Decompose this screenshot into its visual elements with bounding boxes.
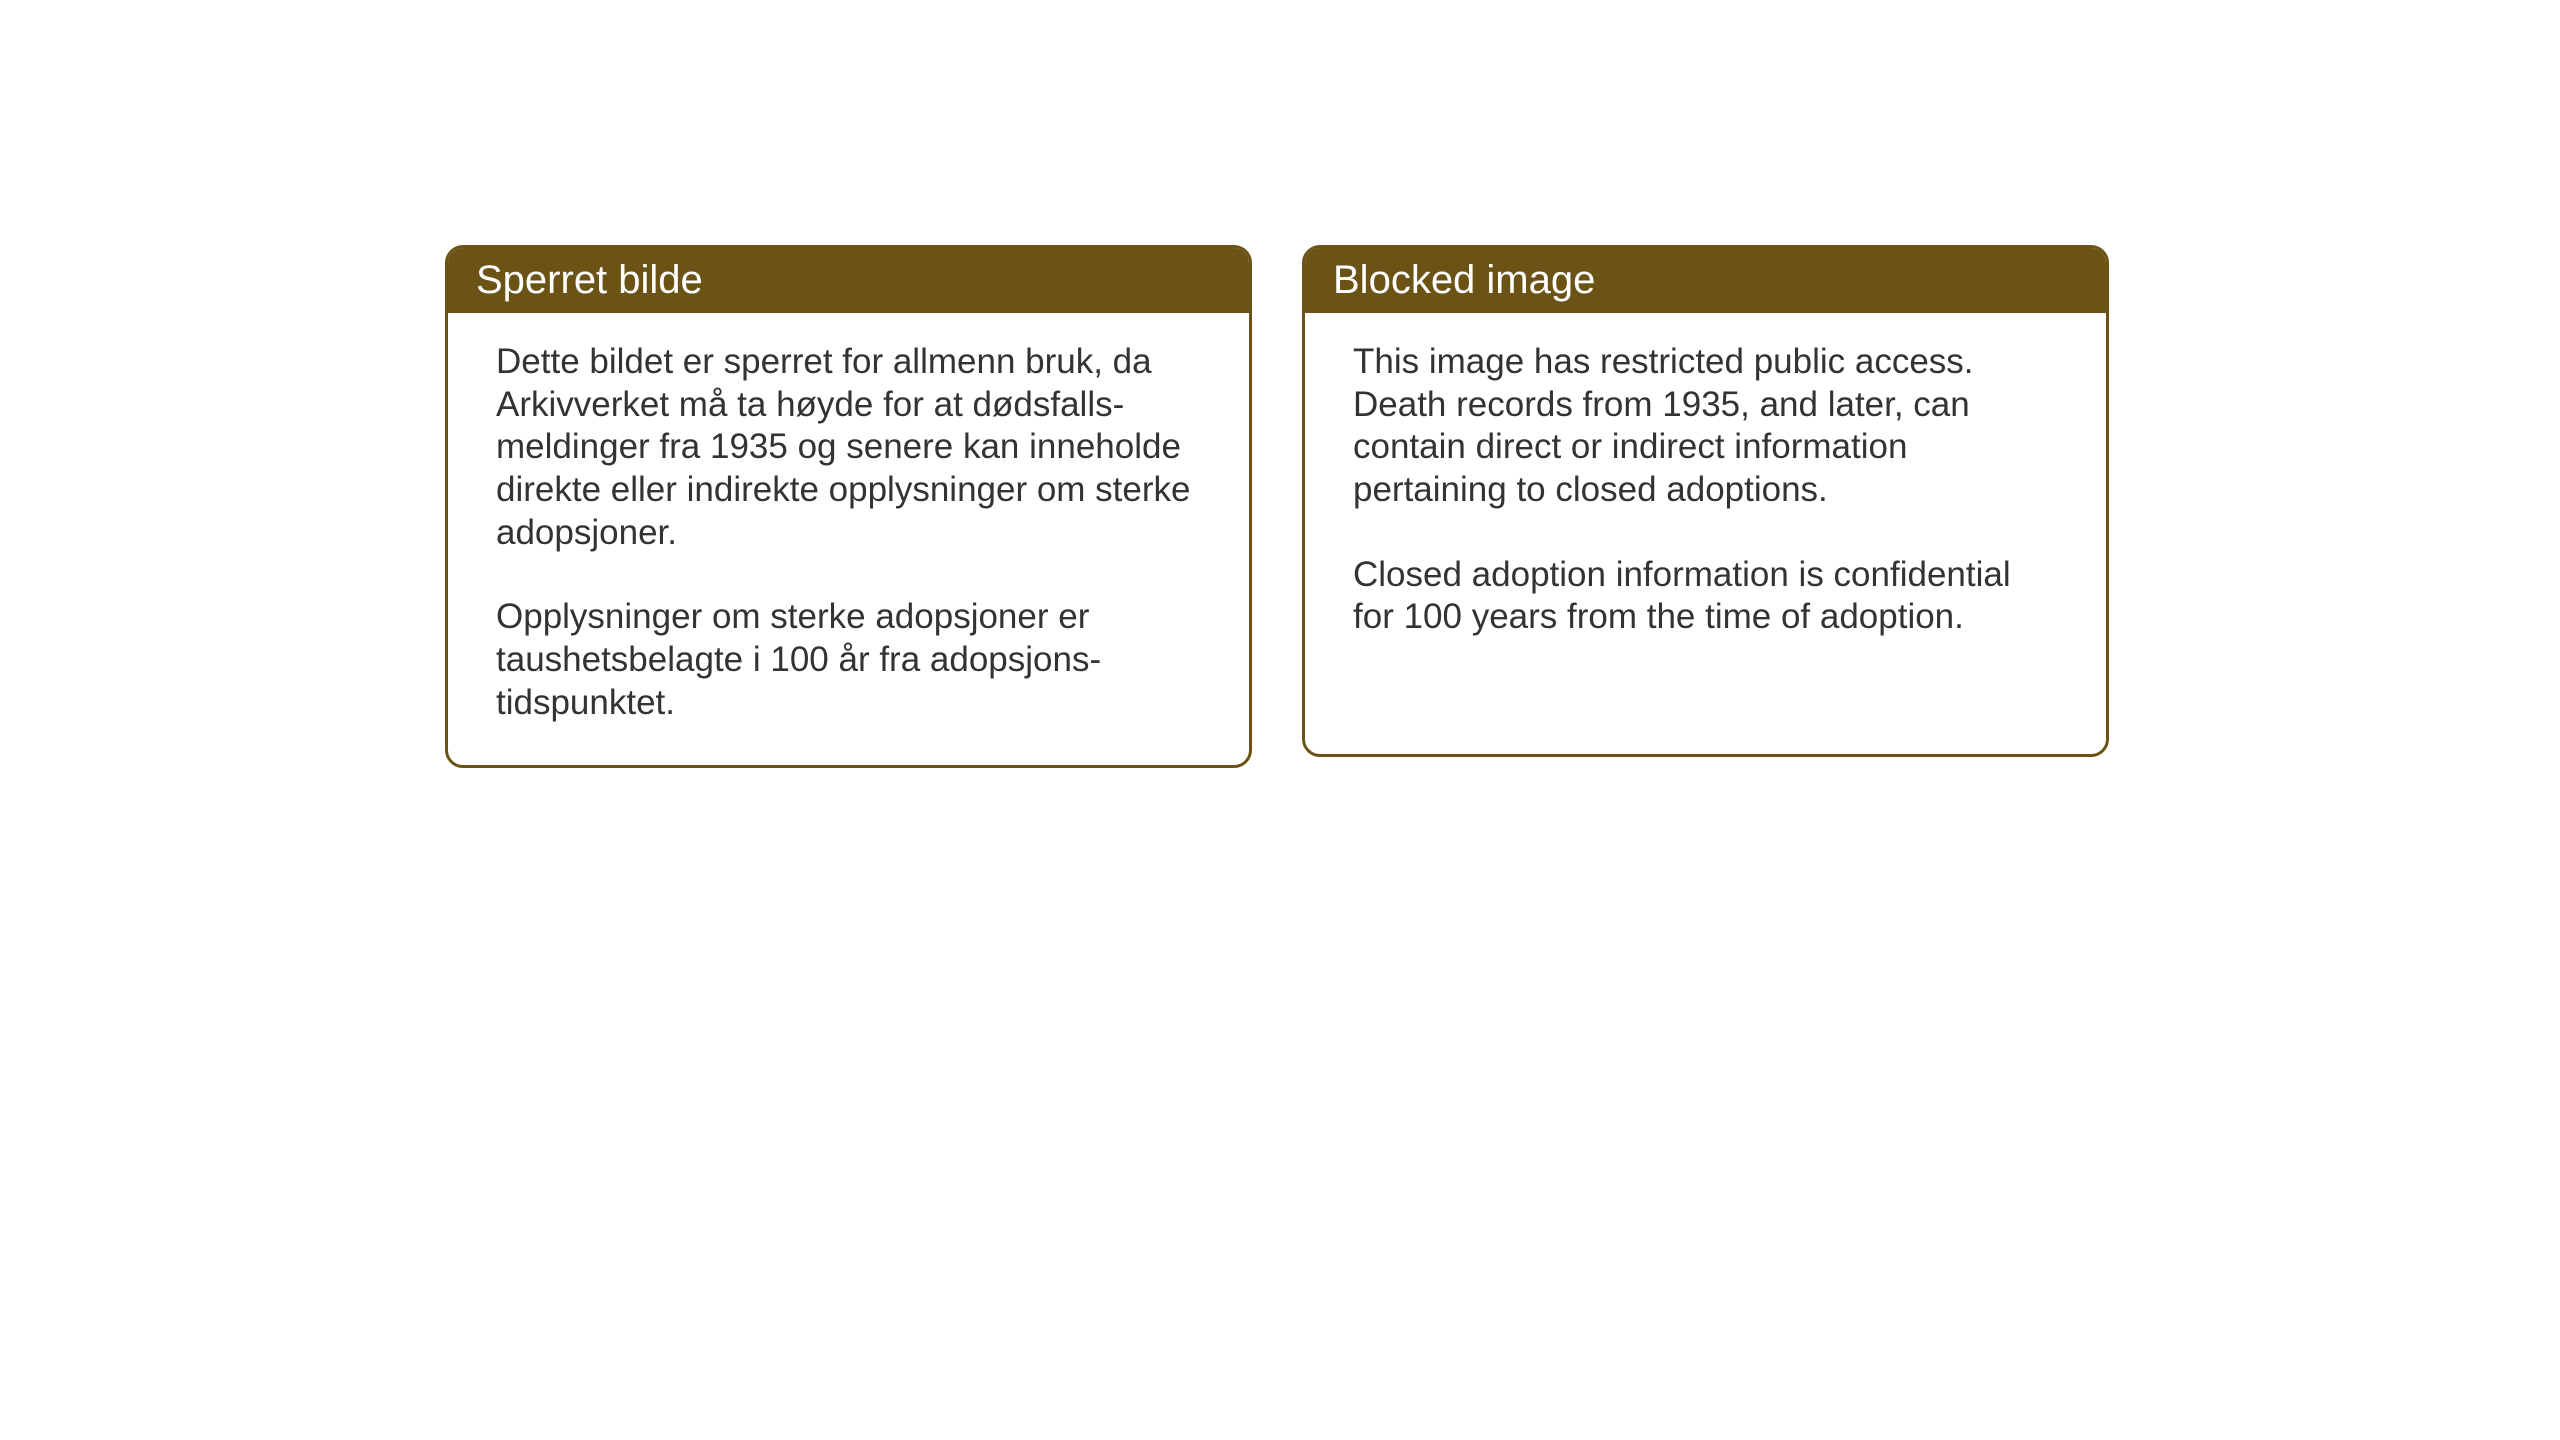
card-title-norwegian: Sperret bilde (476, 258, 703, 302)
card-title-english: Blocked image (1333, 258, 1595, 302)
card-body-norwegian: Dette bildet er sperret for allmenn bruk… (448, 313, 1249, 765)
card-paragraph-2-english: Closed adoption information is confident… (1353, 554, 2058, 639)
card-paragraph-1-norwegian: Dette bildet er sperret for allmenn bruk… (496, 341, 1201, 554)
card-header-norwegian: Sperret bilde (448, 248, 1249, 313)
card-header-english: Blocked image (1305, 248, 2106, 313)
notice-container: Sperret bilde Dette bildet er sperret fo… (445, 245, 2109, 768)
notice-card-english: Blocked image This image has restricted … (1302, 245, 2109, 757)
card-paragraph-1-english: This image has restricted public access.… (1353, 341, 2058, 512)
card-paragraph-2-norwegian: Opplysninger om sterke adopsjoner er tau… (496, 596, 1201, 724)
notice-card-norwegian: Sperret bilde Dette bildet er sperret fo… (445, 245, 1252, 768)
card-body-english: This image has restricted public access.… (1305, 313, 2106, 679)
